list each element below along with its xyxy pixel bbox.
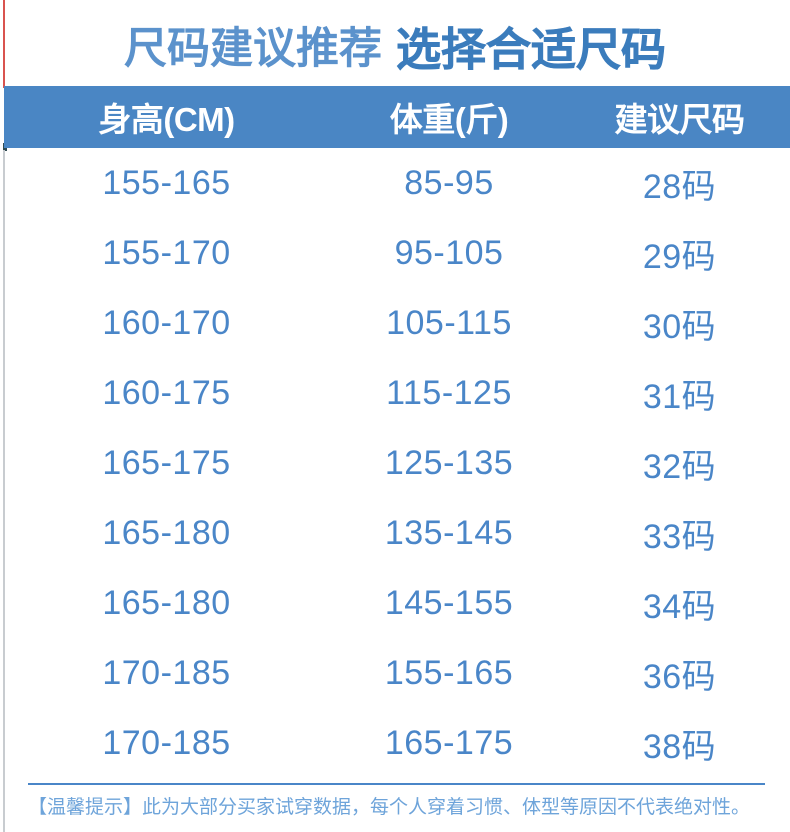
cell-height: 160-175 — [102, 373, 231, 412]
cell-size: 28码 — [642, 167, 717, 206]
cell-weight: 95-105 — [394, 233, 504, 272]
cell-weight: 145-155 — [384, 583, 514, 622]
cell-size: 33码 — [642, 517, 717, 556]
table-row: 170-185 165-175 38码 — [4, 708, 790, 778]
cell-weight: 115-125 — [386, 373, 512, 412]
page-title-primary: 尺码建议推荐 — [123, 25, 382, 73]
cell-weight: 105-115 — [386, 303, 512, 342]
left-edge-gray-rule — [3, 150, 5, 832]
footer-note: 【温馨提示】此为大部分买家试穿数据，每个人穿着习惯、体型等原因不代表绝对性。 — [28, 797, 751, 818]
table-row: 160-175 115-125 31码 — [4, 358, 790, 428]
cell-height: 170-185 — [102, 723, 231, 762]
cell-size: 31码 — [642, 377, 717, 416]
table-row: 165-180 145-155 34码 — [4, 568, 790, 638]
cell-size: 38码 — [642, 727, 717, 766]
table-row: 160-170 105-115 30码 — [4, 288, 790, 358]
table-header-row: 身高(CM) 体重(斤) 建议尺码 — [4, 86, 790, 148]
cell-weight: 85-95 — [404, 163, 494, 202]
cell-weight: 125-135 — [384, 443, 514, 482]
table-row: 155-165 85-95 28码 — [4, 148, 790, 218]
table-row: 170-185 155-165 36码 — [4, 638, 790, 708]
cell-height: 160-170 — [102, 303, 231, 342]
table-row: 155-170 95-105 29码 — [4, 218, 790, 288]
footer-divider — [28, 783, 765, 785]
cell-height: 170-185 — [102, 653, 231, 692]
cell-weight: 155-165 — [384, 653, 514, 692]
table-body: 155-165 85-95 28码 155-170 95-105 29码 160… — [4, 148, 790, 778]
cell-size: 34码 — [642, 587, 717, 626]
column-header-weight: 体重(斤) — [389, 101, 509, 138]
cell-height: 165-175 — [102, 443, 231, 482]
page-title: 尺码建议推荐 选择合适尺码 — [0, 12, 790, 78]
table-row: 165-180 135-145 33码 — [4, 498, 790, 568]
cell-size: 32码 — [642, 447, 717, 486]
column-header-size: 建议尺码 — [614, 101, 746, 138]
column-header-height: 身高(CM) — [98, 101, 235, 138]
cell-height: 165-180 — [102, 513, 231, 552]
cell-height: 165-180 — [102, 583, 231, 622]
cell-weight: 135-145 — [384, 513, 514, 552]
cell-height: 155-170 — [102, 233, 231, 272]
cell-size: 29码 — [642, 237, 717, 276]
table-row: 165-175 125-135 32码 — [4, 428, 790, 498]
left-edge-red-rule — [3, 0, 5, 88]
cell-weight: 165-175 — [384, 723, 514, 762]
cell-size: 30码 — [642, 307, 717, 346]
page-title-secondary: 选择合适尺码 — [395, 23, 667, 75]
cell-size: 36码 — [642, 657, 717, 696]
cell-height: 155-165 — [102, 163, 231, 202]
